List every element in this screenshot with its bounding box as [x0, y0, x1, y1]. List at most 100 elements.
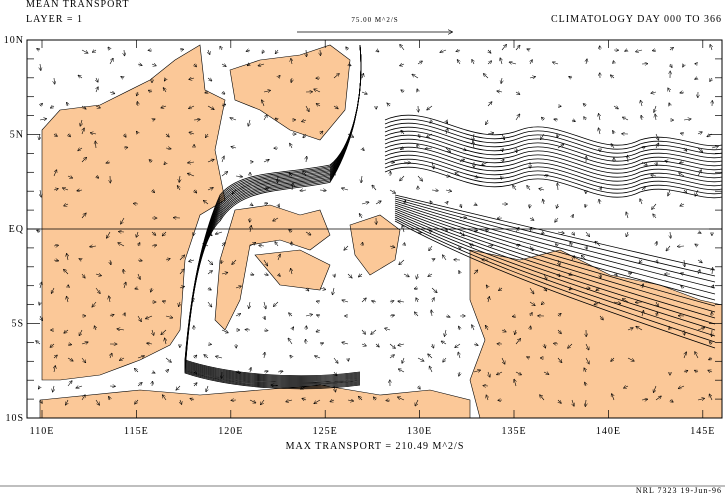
vector: [432, 343, 434, 348]
vector: [400, 64, 405, 66]
vector: [176, 385, 181, 390]
vector: [557, 133, 558, 137]
vector: [40, 103, 42, 106]
vector: [679, 173, 685, 177]
vector: [166, 134, 169, 137]
vector: [263, 115, 267, 121]
vector: [527, 49, 530, 50]
vector: [641, 161, 647, 165]
vector: [165, 259, 170, 260]
vector: [640, 199, 642, 205]
vector: [250, 368, 251, 373]
vector: [161, 329, 167, 335]
vector: [418, 386, 420, 389]
vector: [320, 131, 323, 134]
vector: [474, 204, 477, 205]
vector: [330, 400, 335, 402]
vector: [333, 357, 338, 363]
vector: [544, 343, 545, 348]
vector: [473, 133, 474, 141]
vector: [222, 92, 225, 94]
vector: [66, 399, 68, 405]
vector: [557, 144, 564, 149]
vector: [124, 282, 126, 289]
streamline: [394, 196, 716, 277]
vector: [347, 133, 353, 137]
vector: [710, 45, 712, 51]
vector: [67, 357, 73, 361]
streamline: [184, 44, 362, 390]
vector: [152, 372, 155, 373]
vector: [430, 201, 432, 204]
vector: [67, 381, 72, 387]
vector: [712, 285, 714, 288]
vector: [135, 399, 139, 404]
vector: [248, 119, 250, 126]
streamline: [384, 166, 723, 199]
vector: [499, 288, 502, 290]
vector: [515, 227, 519, 233]
vector: [137, 383, 142, 387]
vector: [376, 50, 379, 52]
vector: [455, 173, 461, 177]
vector: [543, 372, 549, 374]
vector: [669, 103, 670, 106]
vector: [376, 344, 379, 347]
vector: [164, 78, 166, 81]
vector: [221, 104, 226, 106]
vector: [402, 225, 404, 233]
vector: [249, 399, 256, 403]
vector: [472, 60, 474, 65]
vector: [389, 343, 395, 348]
streamline: [384, 118, 723, 151]
vector: [96, 77, 98, 82]
vector: [232, 259, 237, 264]
vector: [67, 344, 71, 345]
vector: [317, 315, 321, 316]
vector: [697, 328, 704, 330]
vector: [665, 161, 671, 162]
vector: [474, 230, 477, 232]
lon-label: 130E: [407, 426, 432, 437]
vector: [417, 232, 422, 233]
vector: [207, 301, 212, 307]
vector: [697, 260, 702, 263]
vector: [431, 190, 438, 191]
vector: [497, 91, 503, 92]
vector: [483, 74, 489, 79]
vector: [695, 370, 699, 372]
vector: [362, 148, 364, 150]
vector: [636, 50, 643, 52]
vector: [656, 260, 658, 263]
vector: [527, 186, 531, 191]
vector: [681, 273, 685, 274]
max-transport: MAX TRANSPORT = 210.49 M^2/S: [286, 441, 465, 452]
vector: [204, 355, 209, 359]
vector: [78, 75, 83, 78]
vector: [344, 245, 349, 250]
vector: [515, 114, 520, 121]
vector: [54, 134, 57, 136]
vector: [117, 329, 125, 330]
vector: [557, 232, 564, 233]
vector: [216, 356, 223, 358]
vector: [558, 314, 561, 316]
vector: [189, 132, 195, 134]
vector: [417, 357, 424, 361]
vector: [92, 301, 97, 307]
vector: [314, 89, 321, 93]
vector: [82, 273, 85, 278]
vector: [39, 133, 40, 140]
vector: [460, 204, 462, 207]
streamline: [384, 138, 723, 171]
vector: [653, 385, 657, 392]
vector: [529, 218, 534, 220]
vector: [425, 148, 433, 149]
vector: [585, 357, 589, 364]
vector: [432, 259, 435, 260]
vector: [502, 159, 504, 162]
vector: [501, 357, 505, 364]
vector: [678, 386, 685, 389]
vector: [500, 58, 502, 65]
vector: [246, 50, 251, 51]
